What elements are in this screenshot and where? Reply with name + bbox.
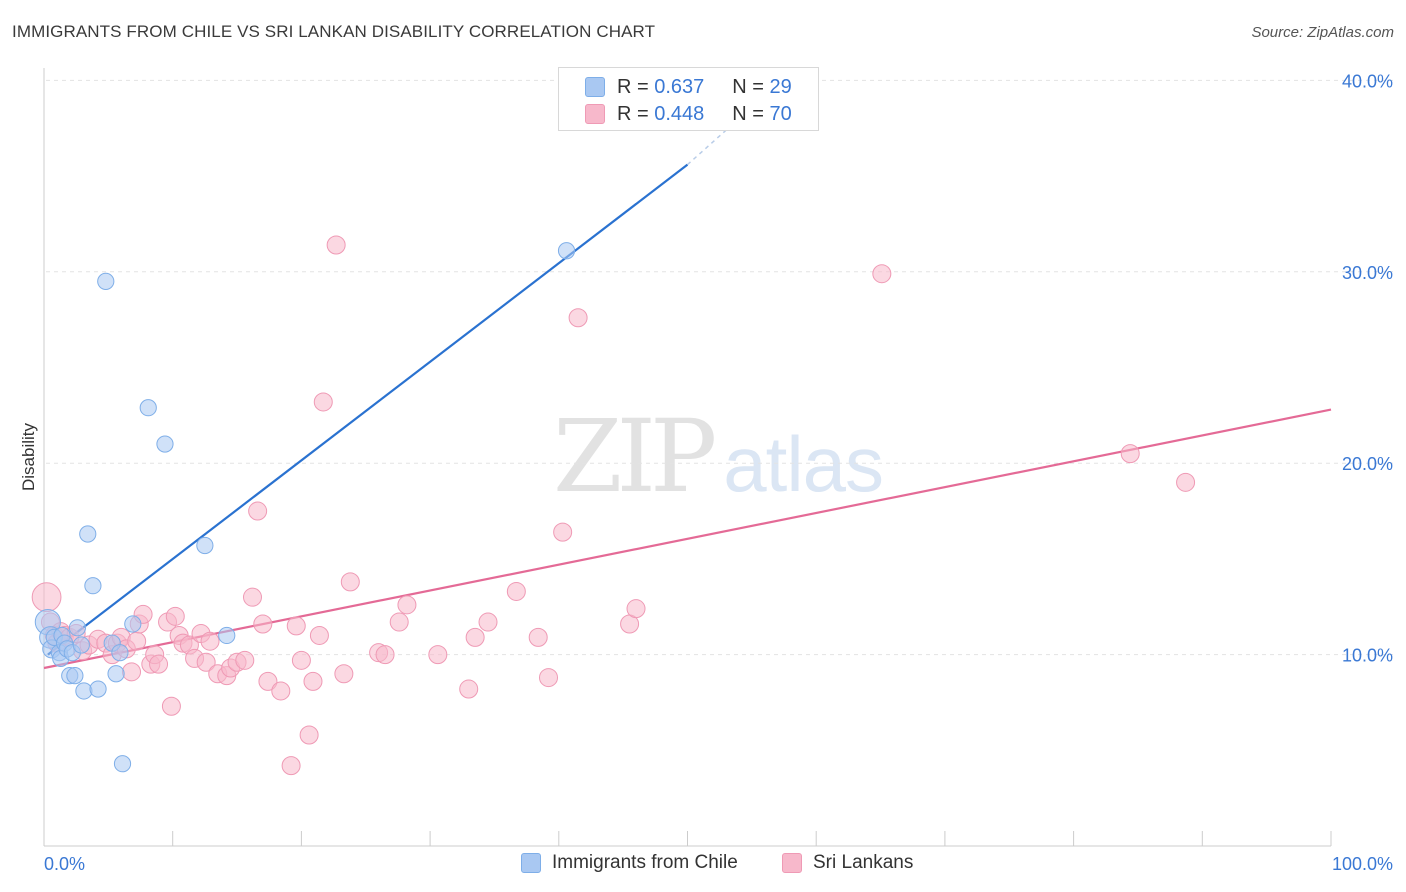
legend-r-label: R = xyxy=(617,102,649,125)
srilankan-point xyxy=(235,650,255,670)
series-legend-label-chile: Immigrants from Chile xyxy=(552,852,738,873)
chile-point xyxy=(124,615,142,633)
chile-point xyxy=(196,536,214,555)
trend-lines xyxy=(43,118,1332,670)
legend-r-label: R = xyxy=(617,75,649,98)
srilankan-point xyxy=(334,664,354,684)
srilankan-point xyxy=(478,612,498,632)
chile-point xyxy=(79,525,97,543)
chile-point xyxy=(75,682,93,700)
srilankan-point xyxy=(375,645,395,665)
srilankan-point xyxy=(31,582,62,613)
srilankan-point xyxy=(248,501,268,521)
x-tick-label-max: 100.0% xyxy=(1332,854,1393,874)
srilankan-point xyxy=(303,671,323,691)
series-legend-srilankan[interactable]: Sri Lankans xyxy=(782,850,913,876)
srilankan-point xyxy=(568,308,588,328)
srilankan-point xyxy=(528,627,548,647)
chile-point xyxy=(89,680,107,698)
series-legend-label-srilankan: Sri Lankans xyxy=(813,852,914,873)
chile-point xyxy=(72,636,90,654)
y-tick-label: 30.0% xyxy=(1342,263,1393,283)
y-tick-label: 10.0% xyxy=(1342,646,1393,666)
watermark: ZIP atlas xyxy=(553,398,884,515)
legend-n-label: N = xyxy=(732,75,764,98)
srilankan-point xyxy=(122,662,142,682)
correlation-legend: R = 0.637 N = 29 R = 0.448 N = 70 xyxy=(558,67,819,131)
series-legend-chile[interactable]: Immigrants from Chile xyxy=(521,850,738,876)
chile-point xyxy=(84,577,102,595)
legend-r-value: 0.448 xyxy=(654,102,705,125)
y-tick-label: 40.0% xyxy=(1342,71,1393,91)
legend-n-value: 70 xyxy=(769,102,792,125)
legend-n-value: 29 xyxy=(769,75,792,98)
chile-point xyxy=(66,667,84,685)
srilankan-point xyxy=(149,654,169,674)
chile-point xyxy=(107,665,125,683)
srilankan-point xyxy=(299,725,319,745)
srilankan-point xyxy=(196,652,216,672)
srilankan-point xyxy=(165,606,185,626)
y-axis-label: Disability xyxy=(19,422,38,491)
grid-lines xyxy=(46,79,1393,656)
srilankan-point xyxy=(253,614,273,634)
legend-swatch-srilankan xyxy=(585,104,605,124)
chile-point xyxy=(218,626,236,645)
srilankan-point xyxy=(258,671,278,691)
source-label[interactable]: Source: ZipAtlas.com xyxy=(1251,24,1394,41)
srilankan-point xyxy=(459,679,479,699)
srilankan-point xyxy=(872,264,892,284)
chile-trend-line xyxy=(47,163,689,656)
srilankan-point xyxy=(506,581,526,601)
srilankan-point xyxy=(465,627,485,647)
srilankan-point xyxy=(200,631,220,651)
srilankan-point xyxy=(397,595,417,615)
srilankan-point xyxy=(326,235,346,255)
series-legend-swatch-srilankan xyxy=(782,853,802,873)
chart-title: IMMIGRANTS FROM CHILE VS SRI LANKAN DISA… xyxy=(12,22,656,41)
srilankan-point xyxy=(553,522,573,542)
srilankan-point xyxy=(539,668,559,688)
tick-labels: 10.0% 20.0% 30.0% 40.0% 0.0% 100.0% xyxy=(44,71,1393,874)
axes xyxy=(43,68,1332,847)
x-tick-label-min: 0.0% xyxy=(44,854,85,874)
srilankan-point xyxy=(242,587,262,607)
srilankan-point xyxy=(127,631,147,651)
srilankan-point xyxy=(389,612,409,632)
srilankan-point xyxy=(271,681,291,701)
chile-point xyxy=(156,435,174,453)
series-legend-swatch-chile xyxy=(521,853,541,873)
srilankan-point xyxy=(313,392,333,412)
chile-point xyxy=(139,399,157,417)
chile-point xyxy=(68,619,87,637)
legend-row-chile: R = 0.637 N = 29 xyxy=(585,74,792,100)
watermark-zip: ZIP xyxy=(553,398,717,515)
srilankan-point xyxy=(1120,444,1140,464)
srilankan-point xyxy=(281,756,301,776)
chile-point xyxy=(111,644,129,662)
srilankan-point xyxy=(161,696,181,716)
srilankan-point xyxy=(291,650,311,670)
y-tick-label: 20.0% xyxy=(1342,454,1393,474)
chile-point xyxy=(97,272,115,290)
chile-point xyxy=(557,242,576,260)
legend-row-srilankan: R = 0.448 N = 70 xyxy=(585,101,792,127)
srilankan-point xyxy=(340,572,360,592)
srilankan-point xyxy=(626,599,646,619)
legend-r-value: 0.637 xyxy=(654,75,705,98)
data-points xyxy=(31,235,1196,776)
watermark-atlas: atlas xyxy=(723,420,884,508)
legend-n-label: N = xyxy=(732,102,764,125)
legend-swatch-chile xyxy=(585,77,605,97)
srilankan-point xyxy=(286,616,306,636)
srilankan-point xyxy=(428,645,448,665)
srilankan-point xyxy=(1176,472,1196,492)
srilankan-point xyxy=(309,625,329,645)
chile-point xyxy=(113,755,132,773)
